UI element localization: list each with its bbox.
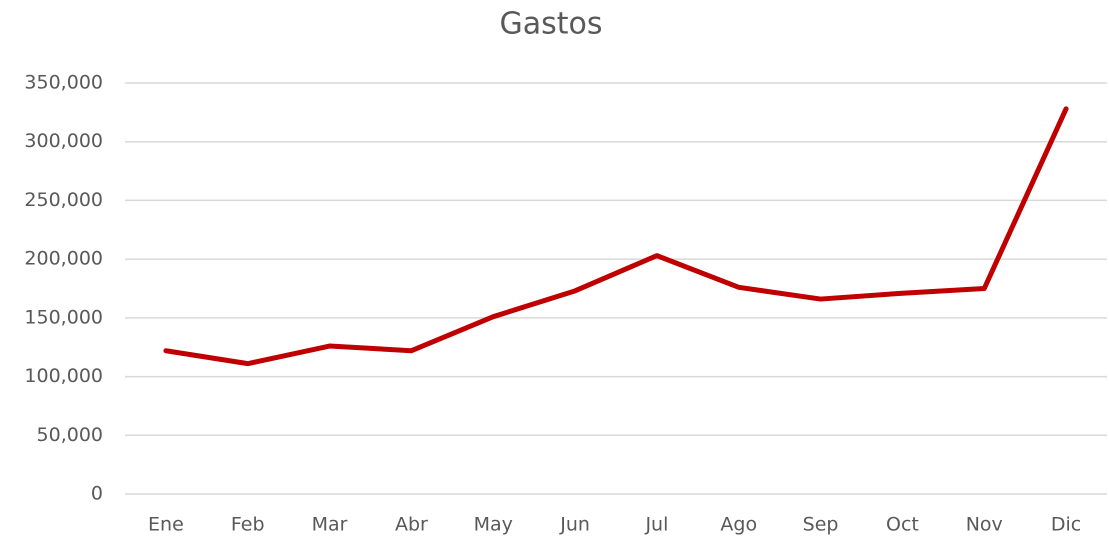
- y-tick-label: 100,000: [24, 365, 103, 387]
- chart-title: Gastos: [499, 7, 602, 42]
- x-tick-label: Dic: [1051, 514, 1081, 536]
- x-tick-label: Abr: [395, 514, 428, 536]
- x-tick-label: Sep: [803, 514, 839, 536]
- x-tick-label: Mar: [312, 514, 348, 536]
- x-tick-label: May: [474, 514, 513, 536]
- y-tick-label: 200,000: [24, 248, 103, 270]
- x-tick-label: Jun: [559, 514, 590, 536]
- x-tick-label: Feb: [231, 514, 265, 536]
- data-line: [163, 106, 1069, 367]
- y-tick-label: 250,000: [24, 189, 103, 211]
- y-tick-label: 150,000: [24, 306, 103, 328]
- x-tick-label: Jul: [644, 514, 668, 536]
- y-tick-label: 0: [91, 483, 103, 505]
- y-tick-label: 300,000: [24, 130, 103, 152]
- x-tick-label: Oct: [886, 514, 919, 536]
- x-tick-label: Ene: [148, 514, 184, 536]
- y-tick-label: 50,000: [37, 424, 103, 446]
- y-tick-label: 350,000: [24, 72, 103, 94]
- x-tick-label: Nov: [966, 514, 1003, 536]
- x-tick-label: Ago: [720, 514, 757, 536]
